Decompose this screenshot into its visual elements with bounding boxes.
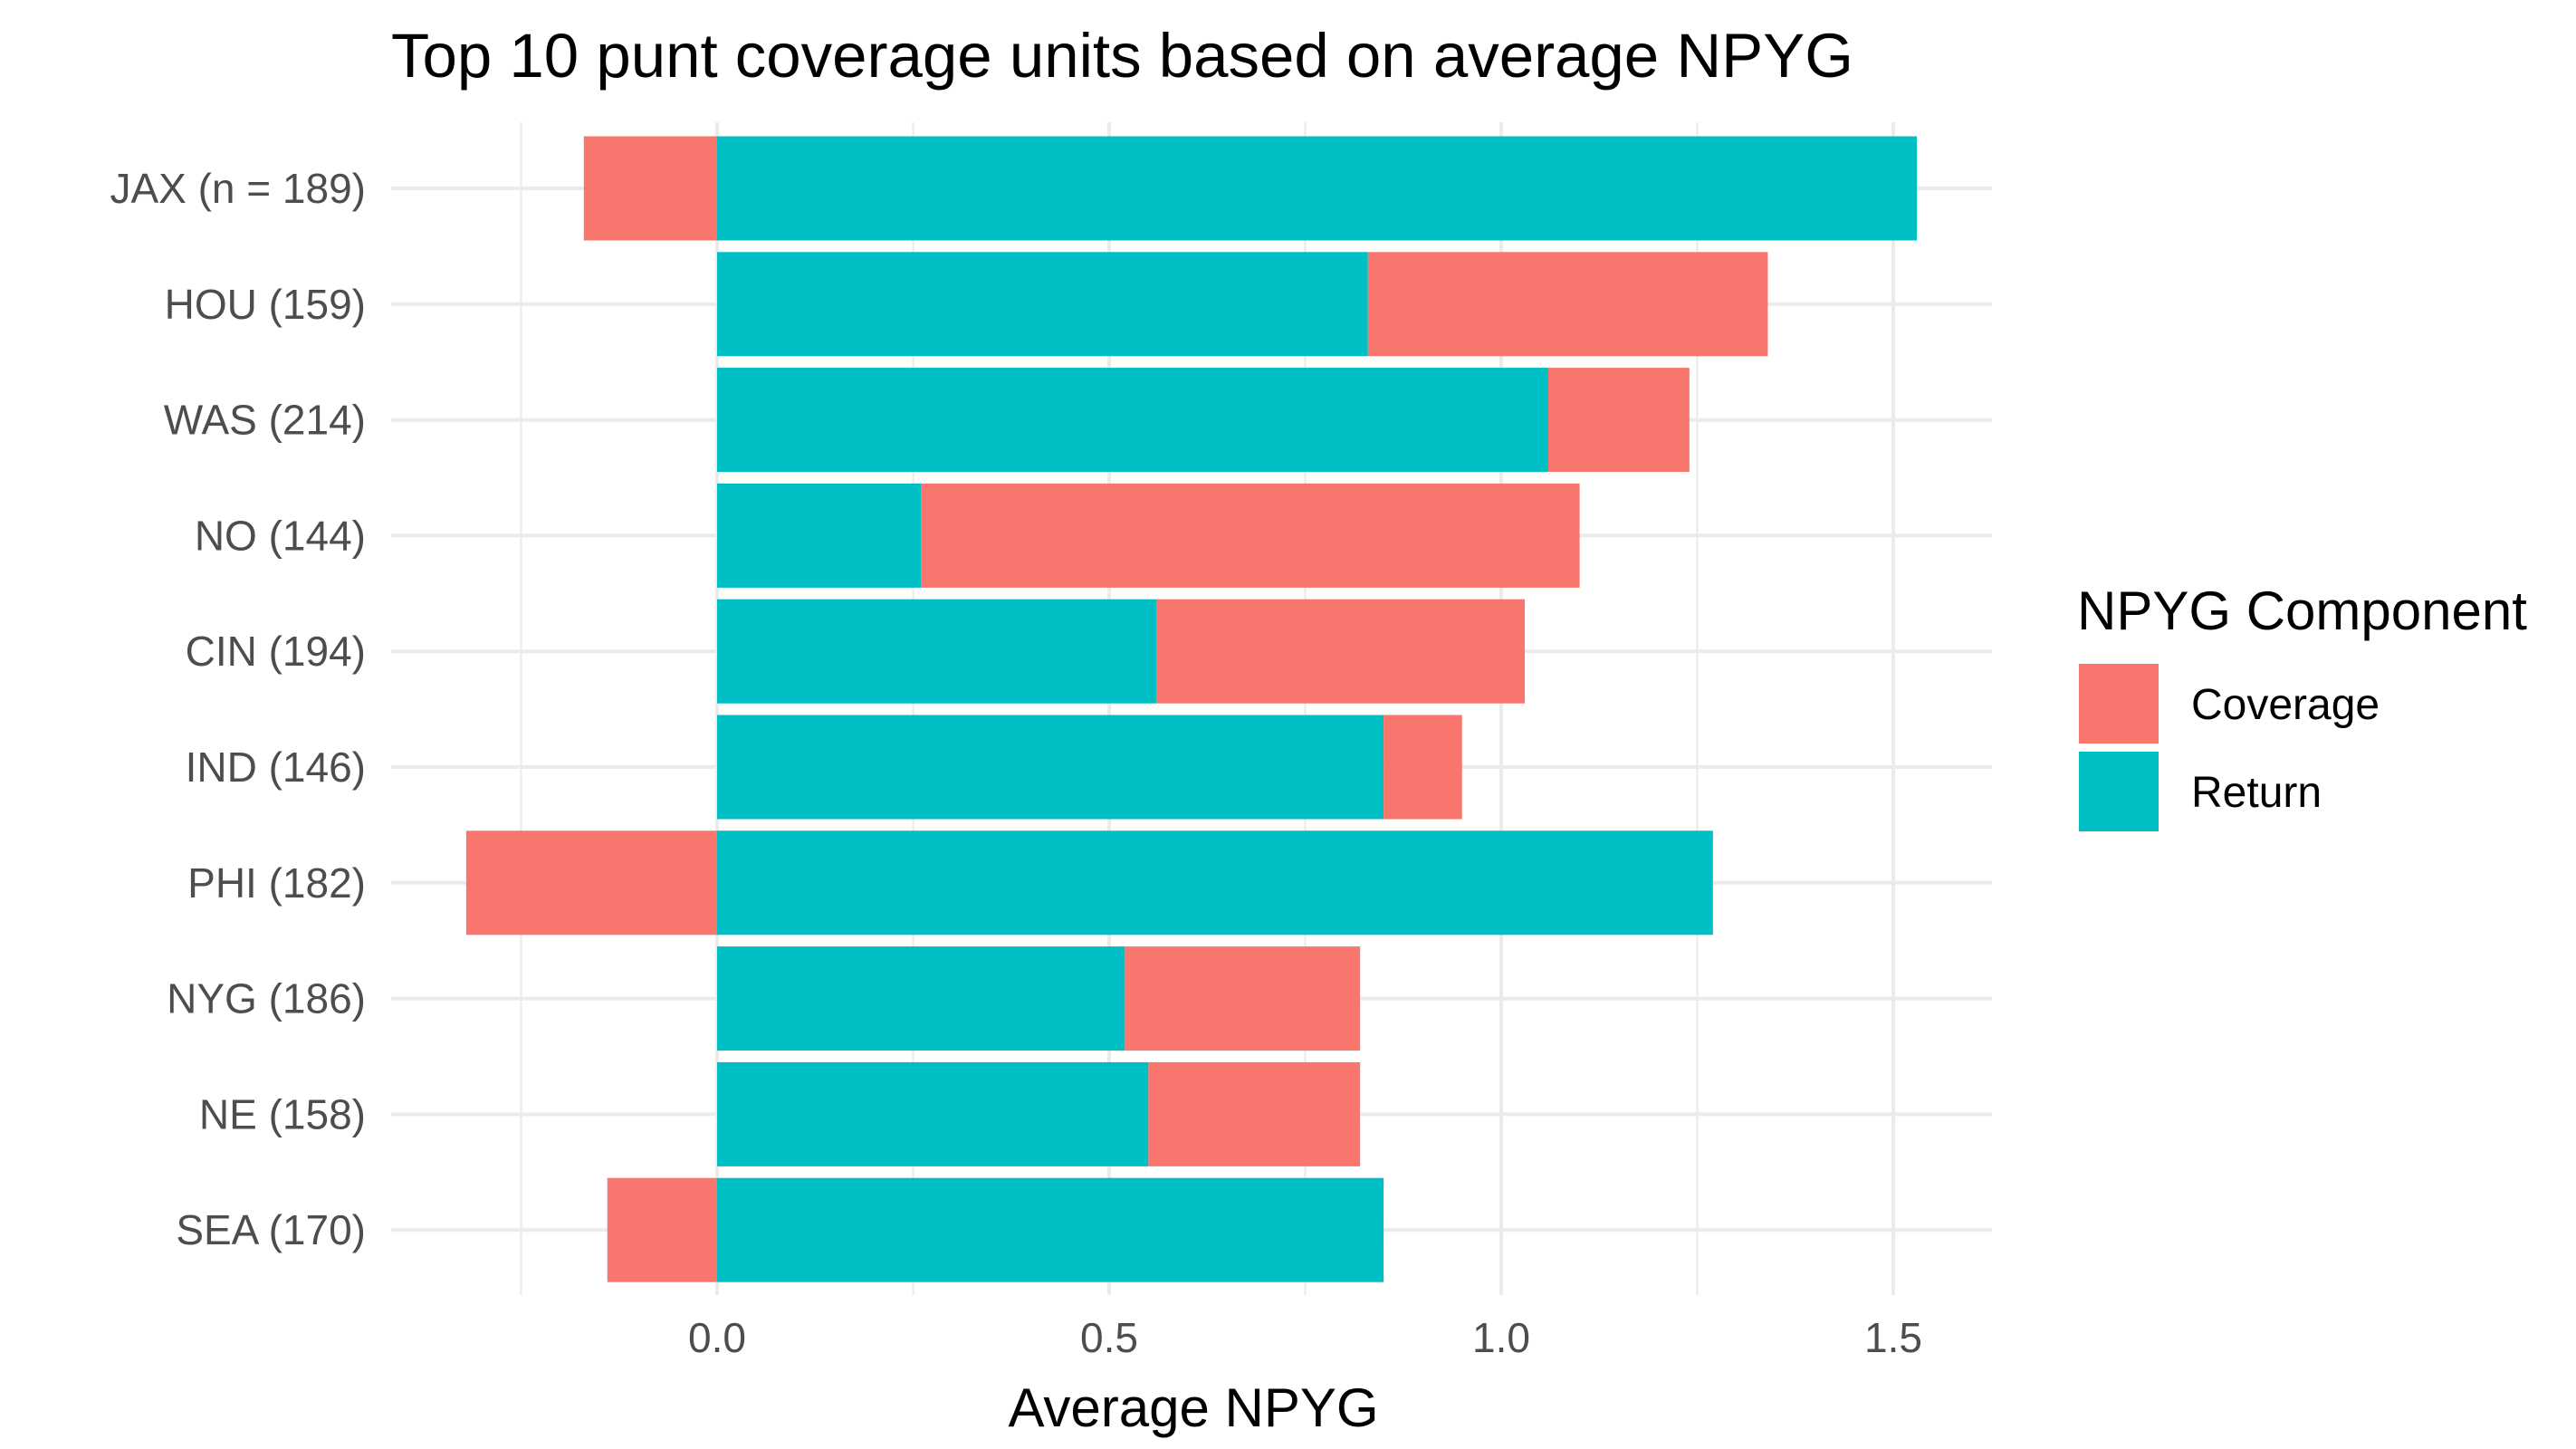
bar-return-7 <box>717 946 1125 1051</box>
bar-return-0 <box>717 136 1917 241</box>
bar-coverage-6 <box>465 830 717 936</box>
x-tick-label-2: 1.0 <box>1472 1314 1530 1361</box>
legend: NPYG Component Coverage Return <box>2077 581 2527 831</box>
y-tick-label-6: PHI (182) <box>187 859 366 907</box>
bar-coverage-2 <box>1547 368 1690 473</box>
legend-title: NPYG Component <box>2077 581 2527 641</box>
bar-coverage-5 <box>1384 715 1462 820</box>
y-tick-label-5: IND (146) <box>186 744 366 791</box>
y-tick-label-8: NE (158) <box>199 1090 366 1137</box>
y-tick-label-0: JAX (n = 189) <box>110 165 366 212</box>
legend-key-coverage <box>2079 664 2159 744</box>
y-tick-label-7: NYG (186) <box>167 975 366 1022</box>
bar-coverage-9 <box>607 1177 717 1282</box>
bar-coverage-1 <box>1367 252 1768 357</box>
x-tick-label-1: 0.5 <box>1080 1314 1138 1361</box>
bar-coverage-8 <box>1148 1061 1361 1166</box>
bars-group <box>465 136 1917 1282</box>
bar-return-2 <box>717 368 1548 473</box>
bar-coverage-0 <box>583 136 717 241</box>
y-tick-label-1: HOU (159) <box>165 281 366 328</box>
y-tick-label-4: CIN (194) <box>186 628 366 675</box>
x-axis-tick-labels: 0.0 0.5 1.0 1.5 <box>688 1314 1922 1361</box>
chart-title: Top 10 punt coverage units based on aver… <box>391 21 1853 91</box>
legend-label-return: Return <box>2191 769 2322 817</box>
y-tick-label-9: SEA (170) <box>176 1206 366 1253</box>
bar-return-6 <box>717 830 1713 936</box>
bar-return-1 <box>717 252 1368 357</box>
y-axis-labels: JAX (n = 189) HOU (159) WAS (214) NO (144) C… <box>110 165 366 1253</box>
y-tick-label-3: NO (144) <box>195 512 366 559</box>
bar-coverage-4 <box>1155 599 1525 704</box>
bar-return-4 <box>717 599 1156 704</box>
legend-key-return <box>2079 752 2159 831</box>
y-tick-label-2: WAS (214) <box>164 397 366 444</box>
bar-coverage-7 <box>1125 946 1361 1051</box>
legend-items: Coverage Return <box>2079 664 2380 831</box>
bar-return-5 <box>717 715 1384 820</box>
bar-return-8 <box>717 1061 1149 1166</box>
x-tick-label-3: 1.5 <box>1864 1314 1922 1361</box>
bar-return-3 <box>717 483 922 588</box>
legend-label-coverage: Coverage <box>2191 681 2380 729</box>
bar-coverage-3 <box>921 483 1580 588</box>
x-axis-title: Average NPYG <box>1008 1377 1378 1438</box>
x-tick-label-0: 0.0 <box>688 1314 746 1361</box>
bar-return-9 <box>717 1177 1384 1282</box>
